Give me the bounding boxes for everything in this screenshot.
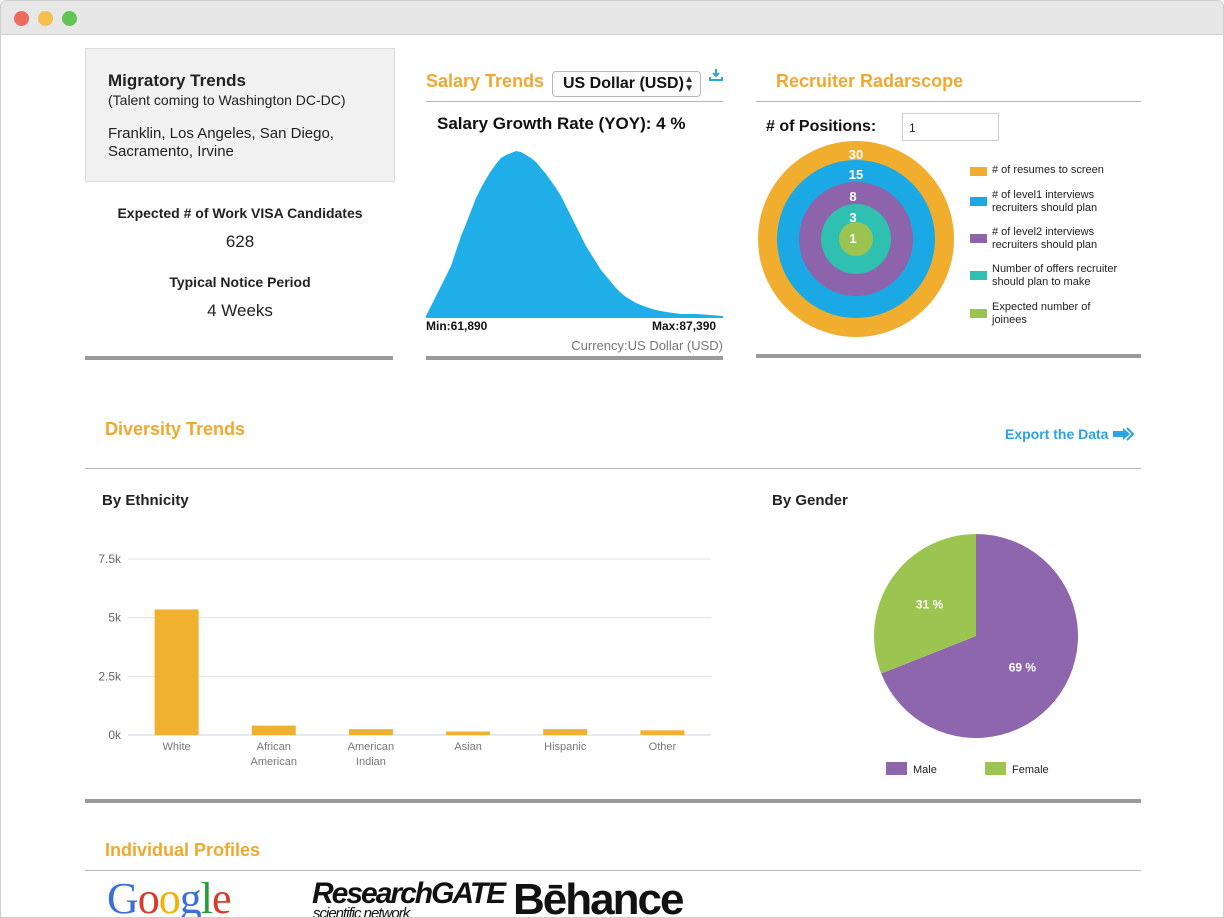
radarscope-title: Recruiter Radarscope	[776, 71, 964, 91]
x-tick-label: American	[348, 741, 394, 753]
legend-label: # of resumes to screen	[992, 164, 1104, 176]
individual-profiles-title: Individual Profiles	[105, 840, 261, 860]
radar-legend-level2: # of level2 interviews recruiters should…	[970, 226, 1145, 254]
salary-divider	[426, 101, 723, 102]
legend-label: # of level2 interviews recruiters should…	[992, 226, 1098, 251]
behance-logo[interactable]: Bēhance	[513, 875, 684, 918]
currency-select-value: US Dollar (USD)	[563, 75, 684, 92]
ring-value-resumes: 30	[849, 147, 863, 162]
radar-legend-level1: # of level1 interviews recruiters should…	[970, 189, 1145, 217]
google-logo[interactable]: Google	[107, 874, 232, 918]
salary-max-label: Max:87,390	[652, 319, 717, 333]
ring-value-joinees: 1	[849, 231, 856, 246]
ring-value-level1: 15	[849, 167, 863, 182]
behance-logo-text: Bēhance	[513, 875, 684, 918]
legend-swatch	[970, 234, 987, 243]
legend-label: Expected number of joinees	[992, 301, 1091, 326]
bar-african-american[interactable]	[251, 725, 296, 735]
double-arrow-icon	[1113, 427, 1135, 441]
bar-white[interactable]	[154, 609, 199, 735]
ring-joinees	[839, 222, 873, 256]
migratory-cities: Franklin, Los Angeles, San Diego, Sacram…	[108, 125, 334, 160]
y-tick-label: 2.5k	[98, 669, 122, 683]
x-tick-label: American	[251, 756, 297, 768]
pie-slice-male[interactable]	[881, 534, 1078, 738]
currency-select[interactable]: US Dollar (USD) ▲ ▼	[552, 71, 701, 97]
export-data-link[interactable]: Export the Data	[1005, 426, 1135, 442]
legend-label: Number of offers recruiter should plan t…	[992, 263, 1118, 288]
legend-swatch	[970, 309, 987, 318]
radar-legend-offers: Number of offers recruiter should plan t…	[970, 263, 1145, 291]
legend-label-female: Female	[1012, 764, 1049, 776]
researchgate-tagline: scientific network	[313, 905, 410, 918]
bar-asian[interactable]	[446, 731, 491, 735]
bar-other[interactable]	[640, 730, 685, 735]
positions-input[interactable]: 1	[902, 113, 999, 141]
ring-value-level2: 8	[849, 189, 856, 204]
migratory-trends-panel	[85, 48, 395, 182]
legend-swatch	[970, 271, 987, 280]
notice-period-value: 4 Weeks	[207, 301, 273, 320]
salary-min-label: Min:61,890	[426, 319, 488, 333]
y-tick-label: 5k	[108, 611, 122, 625]
visa-candidates-label: Expected # of Work VISA Candidates	[117, 205, 363, 221]
salary-currency-note: Currency:US Dollar (USD)	[571, 338, 723, 353]
researchgate-logo-text: ResearchGATE	[312, 877, 506, 910]
legend-label: # of level1 interviews recruiters should…	[992, 189, 1098, 214]
x-tick-label: African	[257, 741, 291, 753]
legend-swatch	[970, 197, 987, 206]
salary-distribution-area	[426, 151, 723, 318]
radarscope-chart: 30 15 8 3 1	[758, 141, 954, 337]
radarscope-bottom-divider	[756, 354, 1141, 358]
x-tick-label: Indian	[356, 756, 386, 768]
close-window-button[interactable]	[14, 11, 29, 26]
bar-hispanic[interactable]	[543, 729, 588, 735]
salary-growth-rate: Salary Growth Rate (YOY): 4 %	[437, 114, 686, 133]
ring-value-offers: 3	[849, 210, 856, 225]
pie-slice-female[interactable]	[874, 534, 976, 674]
salary-trends-title: Salary Trends	[426, 71, 545, 91]
legend-swatch-female	[985, 762, 1006, 775]
y-tick-label: 7.5k	[98, 552, 122, 566]
y-tick-label: 0k	[108, 728, 122, 742]
researchgate-logo[interactable]: ResearchGATE	[312, 877, 506, 911]
pie-label-male: 69 %	[1009, 661, 1037, 675]
export-data-label: Export the Data	[1005, 426, 1109, 442]
x-tick-label: Asian	[454, 741, 482, 753]
migratory-divider	[85, 356, 393, 360]
select-arrows-icon: ▲ ▼	[684, 74, 694, 94]
bar-american-indian[interactable]	[348, 729, 393, 735]
salary-distribution-chart	[426, 151, 723, 318]
positions-label: # of Positions:	[766, 118, 877, 135]
download-icon[interactable]	[709, 68, 723, 87]
minimize-window-button[interactable]	[38, 11, 53, 26]
x-tick-label: Hispanic	[544, 741, 587, 753]
gender-pie-chart: 69 % 31 % Male Female	[874, 534, 1078, 776]
profiles-divider	[85, 870, 1141, 871]
legend-label-male: Male	[913, 764, 937, 776]
notice-period-label: Typical Notice Period	[169, 274, 311, 290]
diversity-bottom-divider	[85, 799, 1141, 803]
legend-swatch	[970, 167, 987, 176]
maximize-window-button[interactable]	[62, 11, 77, 26]
x-tick-label: White	[163, 741, 191, 753]
gender-title: By Gender	[772, 492, 848, 509]
radar-legend-resumes: # of resumes to screen	[970, 164, 1145, 178]
x-tick-label: Other	[649, 741, 677, 753]
visa-candidates-value: 628	[225, 232, 255, 251]
migratory-title: Migratory Trends	[108, 71, 246, 90]
salary-bottom-divider	[426, 356, 723, 360]
ethnicity-bar-chart: 0k 2.5k 5k 7.5k White African American American…	[98, 552, 711, 768]
legend-swatch-male	[886, 762, 907, 775]
radarscope-divider	[756, 101, 1141, 102]
window-titlebar	[1, 1, 1223, 35]
radar-legend-joinees: Expected number of joinees	[970, 301, 1145, 329]
ethnicity-title: By Ethnicity	[102, 492, 189, 509]
diversity-divider	[85, 468, 1141, 469]
migratory-subtitle: (Talent coming to Washington DC-DC)	[108, 92, 346, 108]
pie-label-female: 31 %	[916, 597, 944, 611]
diversity-trends-title: Diversity Trends	[105, 419, 246, 439]
